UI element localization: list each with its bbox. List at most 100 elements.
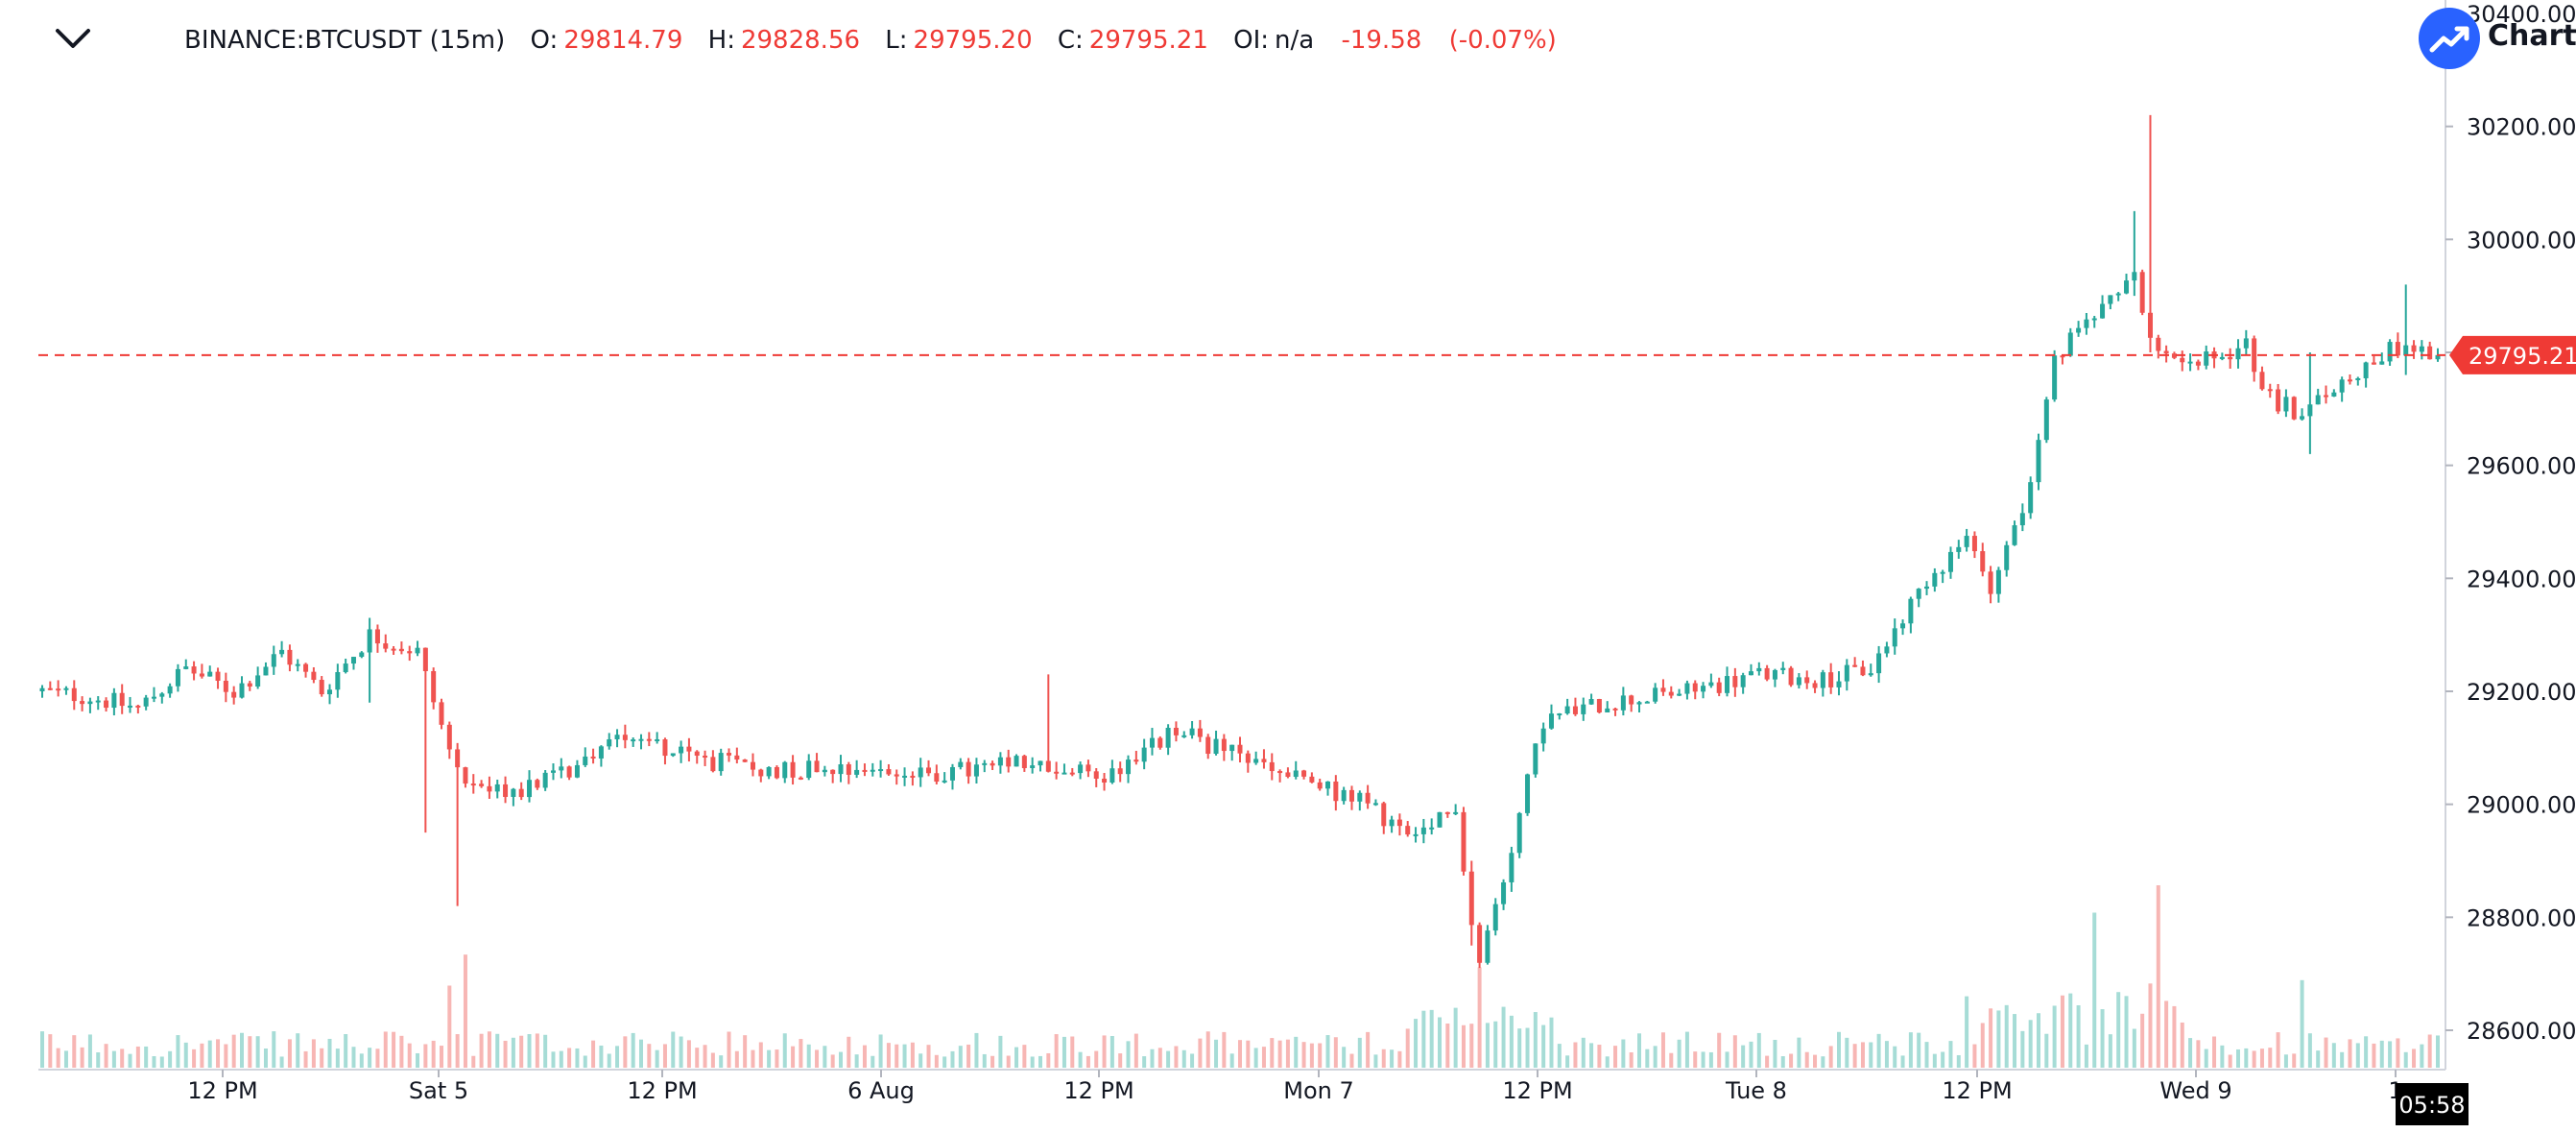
- volume-bar: [1780, 1056, 1785, 1068]
- candle: [550, 763, 556, 781]
- candle-body: [1596, 699, 1602, 712]
- candle: [2187, 353, 2193, 372]
- candle: [1995, 566, 2001, 603]
- candle: [1348, 785, 1354, 810]
- volume-bar: [1869, 1042, 1873, 1068]
- volume-bar: [296, 1033, 300, 1068]
- candle: [1372, 799, 1378, 807]
- candle-body: [263, 666, 269, 676]
- candle: [503, 776, 509, 804]
- volume-bar: [1469, 1024, 1474, 1068]
- candle: [614, 729, 620, 748]
- candle-body: [1285, 772, 1291, 778]
- candle-body: [1581, 704, 1586, 714]
- volume-bar: [1597, 1045, 1602, 1068]
- candle-body: [918, 767, 923, 778]
- candle-body: [191, 666, 197, 674]
- volume-bar: [1924, 1042, 1929, 1068]
- time-axis[interactable]: 12 PM Sat 5 12 PM 6 Aug 12 PM Mon 7 12 PM Tue 8…: [187, 1070, 2403, 1104]
- volume-bar: [639, 1039, 643, 1068]
- volume-bar: [758, 1042, 763, 1068]
- volume-bar: [263, 1049, 268, 1068]
- candle: [2084, 313, 2089, 335]
- candle-body: [1078, 764, 1084, 774]
- candle-body: [703, 756, 708, 759]
- candle: [2371, 355, 2376, 365]
- volume-bar: [871, 1055, 875, 1068]
- volume-bar: [2180, 1022, 2184, 1068]
- candle-body: [151, 696, 156, 699]
- symbol-label[interactable]: BINANCE:BTCUSDT (15m): [184, 26, 506, 55]
- candle-body: [766, 766, 772, 777]
- candle-body: [199, 673, 204, 677]
- candle-body: [1229, 744, 1235, 752]
- candle-body: [63, 687, 69, 690]
- candle: [1684, 680, 1690, 700]
- candle: [2363, 361, 2369, 388]
- volume-bar: [303, 1050, 308, 1068]
- volume-bar: [575, 1048, 580, 1068]
- candle: [886, 763, 892, 776]
- candle-body: [1069, 772, 1075, 775]
- candle: [1069, 767, 1075, 777]
- candle: [806, 754, 812, 781]
- volume-bar: [1732, 1035, 1737, 1068]
- candle-body: [1085, 764, 1091, 772]
- candle: [1812, 680, 1818, 693]
- candle-body: [2228, 356, 2233, 360]
- candle: [1548, 704, 1554, 730]
- volume-bar: [1789, 1053, 1794, 1068]
- candle: [822, 765, 827, 777]
- volume-bar: [463, 954, 467, 1068]
- candle: [583, 747, 588, 767]
- candle-body: [1261, 759, 1267, 762]
- volume-bar: [830, 1054, 835, 1068]
- candle-body: [631, 739, 636, 742]
- candle: [2403, 284, 2409, 375]
- volume-bar: [111, 1050, 116, 1068]
- open-value: 29814.79: [563, 26, 683, 55]
- brand-text: Charts p: [2488, 19, 2576, 53]
- ohlc-legend: BINANCE:BTCUSDT (15m) O: 29814.79 H: 29828…: [184, 19, 1557, 61]
- candle-body: [2147, 312, 2153, 338]
- candle-body: [359, 652, 365, 658]
- volume-bar: [1133, 1033, 1138, 1068]
- candle: [1820, 669, 1825, 697]
- price-axis[interactable]: 30400.0030200.0030000.0029800.0029600.00…: [2445, 1, 2576, 1045]
- candle: [1947, 546, 1953, 579]
- volume-bar: [1301, 1042, 1306, 1068]
- candle: [263, 662, 269, 676]
- volume-bar: [1629, 1052, 1634, 1068]
- candle-body: [1165, 728, 1171, 748]
- candle-body: [1916, 589, 1921, 599]
- candle-body: [1548, 713, 1554, 729]
- candle: [1876, 645, 1882, 684]
- candle: [1085, 759, 1091, 778]
- volume-bar: [2188, 1038, 2193, 1068]
- candle-body: [1572, 706, 1578, 714]
- candle-body: [1197, 728, 1203, 737]
- volume-bar: [96, 1052, 101, 1068]
- candle-body: [2139, 272, 2145, 313]
- volume-bar: [423, 1044, 428, 1068]
- candle-body: [758, 769, 764, 777]
- candle-body: [1093, 771, 1099, 779]
- volume-bar: [2204, 1049, 2208, 1068]
- volume-bar: [176, 1035, 180, 1068]
- candle-body: [559, 766, 564, 771]
- volume-bar: [335, 1049, 340, 1068]
- volume-bar: [1621, 1039, 1626, 1068]
- brand-badge[interactable]: Charts p: [2419, 8, 2576, 71]
- candle: [1093, 768, 1099, 787]
- candle-body: [2076, 327, 2082, 333]
- candle-body: [1876, 653, 1882, 674]
- candle: [446, 721, 452, 759]
- candle: [1716, 677, 1722, 697]
- chevron-down-icon[interactable]: [50, 19, 96, 58]
- candle: [63, 686, 69, 695]
- volume-bar: [1461, 1025, 1466, 1068]
- candle-body: [1405, 826, 1411, 835]
- volume-bar: [615, 1046, 620, 1068]
- volume-bar: [1821, 1056, 1825, 1068]
